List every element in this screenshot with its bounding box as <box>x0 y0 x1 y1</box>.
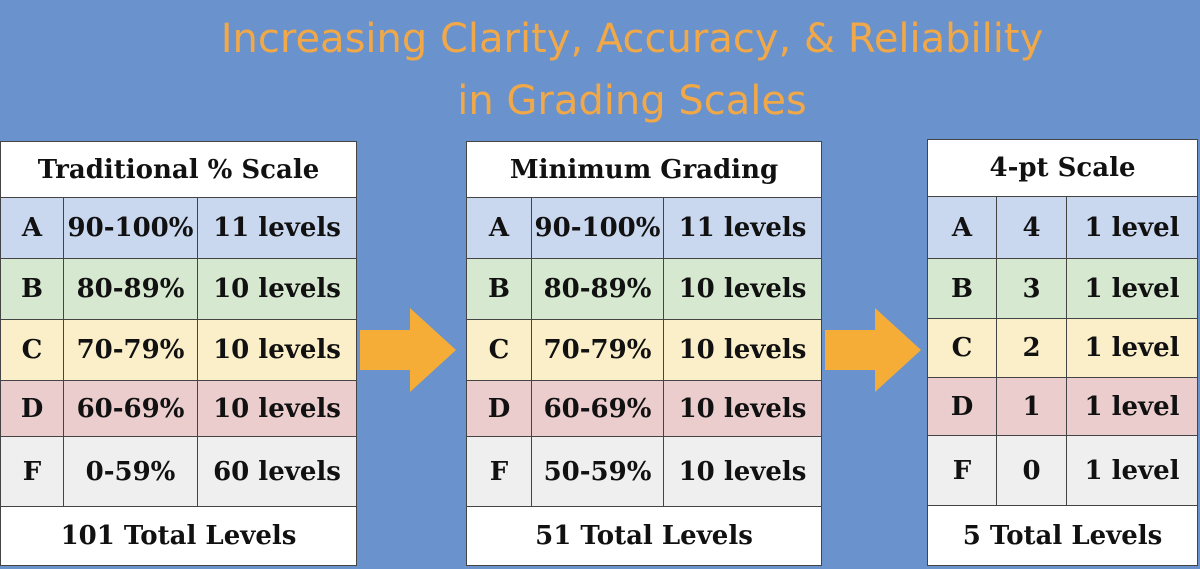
grade-levels: 1 level <box>1066 258 1198 319</box>
grade-letter: D <box>466 380 532 437</box>
grade-levels: 10 levels <box>662 436 823 507</box>
table-row: A 90-100% 11 levels <box>0 197 357 259</box>
grade-letter: C <box>0 319 64 381</box>
grade-range: 0-59% <box>63 436 198 507</box>
grade-letter: F <box>466 436 532 507</box>
table-row: D 60-69% 10 levels <box>0 380 357 437</box>
table-header: 4-pt Scale <box>927 139 1198 197</box>
grade-letter: F <box>927 435 997 506</box>
grade-range: 50-59% <box>531 436 664 507</box>
grade-levels: 11 levels <box>197 197 357 259</box>
grade-levels: 10 levels <box>197 380 357 437</box>
grade-levels: 1 level <box>1066 318 1198 378</box>
grade-points: 1 <box>996 377 1067 436</box>
table-row: A 90-100% 11 levels <box>466 197 823 259</box>
grade-levels: 1 level <box>1066 196 1198 259</box>
arrow-right-icon <box>360 308 456 392</box>
grade-letter: A <box>927 196 997 259</box>
grade-levels: 11 levels <box>662 197 823 259</box>
grade-levels: 10 levels <box>197 258 357 320</box>
grade-letter: A <box>0 197 64 259</box>
four-point-scale-table: 4-pt Scale A 4 1 level B 3 1 level C 2 1… <box>927 139 1198 566</box>
grade-letter: D <box>927 377 997 436</box>
table-row: D 1 1 level <box>927 377 1198 436</box>
grade-levels: 10 levels <box>662 380 823 437</box>
grade-letter: C <box>927 318 997 378</box>
grade-levels: 10 levels <box>197 319 357 381</box>
grade-letter: D <box>0 380 64 437</box>
grade-letter: C <box>466 319 532 381</box>
table-row: B 3 1 level <box>927 258 1198 319</box>
grade-points: 4 <box>996 196 1067 259</box>
table-row: F 0 1 level <box>927 435 1198 506</box>
grade-points: 3 <box>996 258 1067 319</box>
table-row: B 80-89% 10 levels <box>0 258 357 320</box>
grade-range: 90-100% <box>531 197 664 259</box>
table-row: F 50-59% 10 levels <box>466 436 823 507</box>
table-row: C 70-79% 10 levels <box>466 319 823 381</box>
table-total: 5 Total Levels <box>927 505 1198 566</box>
grade-points: 0 <box>996 435 1067 506</box>
grade-range: 80-89% <box>531 258 664 320</box>
grade-levels: 10 levels <box>662 258 823 320</box>
grade-range: 70-79% <box>531 319 664 381</box>
grade-levels: 1 level <box>1066 377 1198 436</box>
table-header: Traditional % Scale <box>0 141 357 198</box>
grade-letter: F <box>0 436 64 507</box>
grade-levels: 1 level <box>1066 435 1198 506</box>
grade-letter: B <box>0 258 64 320</box>
page-title: Increasing Clarity, Accuracy, & Reliabil… <box>0 8 1200 132</box>
table-header: Minimum Grading <box>465 141 823 198</box>
grade-range: 80-89% <box>63 258 198 320</box>
grade-letter: B <box>927 258 997 319</box>
table-total: 101 Total Levels <box>0 506 357 566</box>
title-line-1: Increasing Clarity, Accuracy, & Reliabil… <box>220 16 1044 62</box>
minimum-grading-table: Minimum Grading A 90-100% 11 levels B 80… <box>465 141 823 566</box>
grade-points: 2 <box>996 318 1067 378</box>
grade-letter: B <box>466 258 532 320</box>
grade-range: 70-79% <box>63 319 198 381</box>
table-row: D 60-69% 10 levels <box>466 380 823 437</box>
grade-letter: A <box>466 197 532 259</box>
table-row: C 70-79% 10 levels <box>0 319 357 381</box>
grade-levels: 60 levels <box>197 436 357 507</box>
traditional-scale-table: Traditional % Scale A 90-100% 11 levels … <box>0 141 357 566</box>
grade-range: 60-69% <box>531 380 664 437</box>
grade-levels: 10 levels <box>662 319 823 381</box>
table-row: A 4 1 level <box>927 196 1198 259</box>
grade-range: 60-69% <box>63 380 198 437</box>
table-row: B 80-89% 10 levels <box>466 258 823 320</box>
table-total: 51 Total Levels <box>465 506 823 566</box>
table-row: C 2 1 level <box>927 318 1198 378</box>
grade-range: 90-100% <box>63 197 198 259</box>
title-line-2: in Grading Scales <box>457 78 807 124</box>
table-row: F 0-59% 60 levels <box>0 436 357 507</box>
arrow-right-icon <box>825 308 921 392</box>
